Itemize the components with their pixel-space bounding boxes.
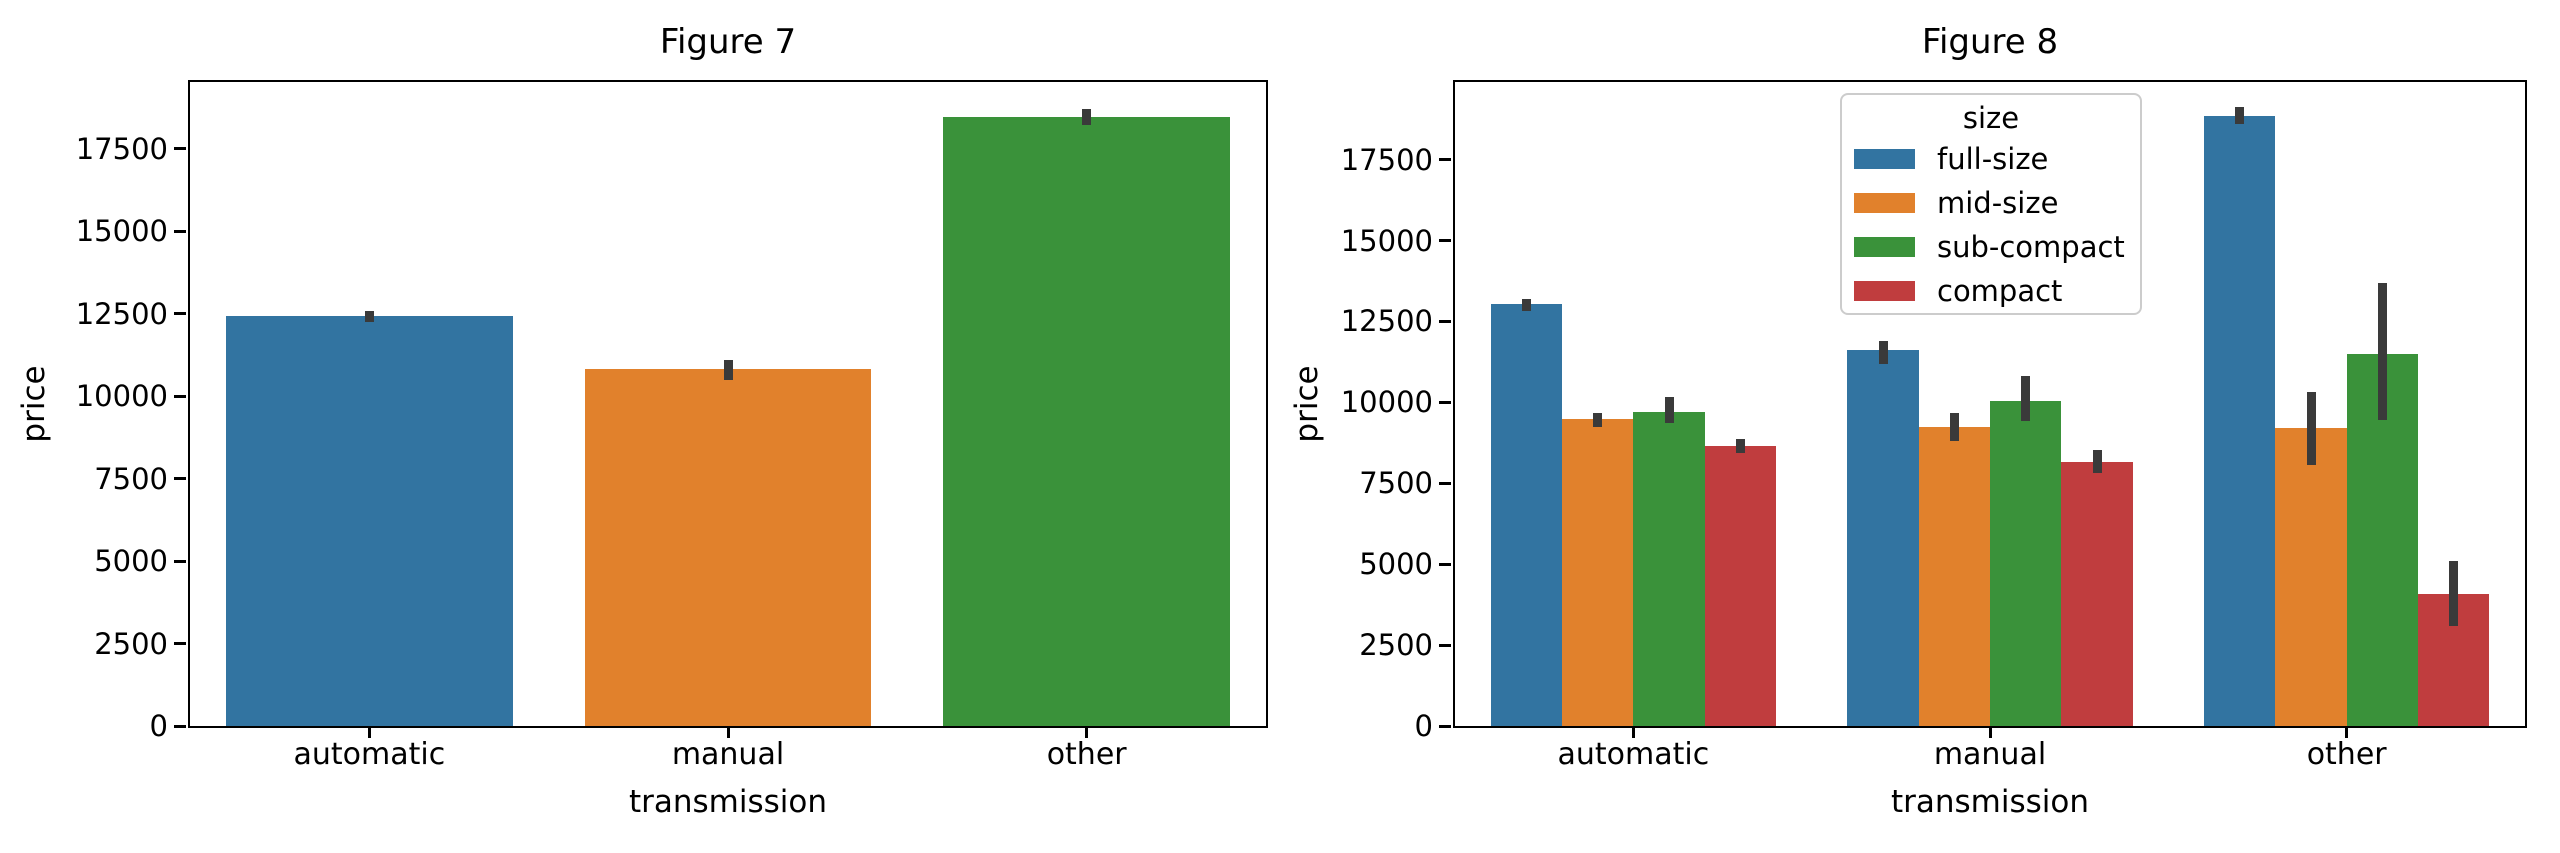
error-bar-other-mid-size <box>2306 392 2316 465</box>
figure7-title: Figure 7 <box>659 22 797 62</box>
size-legend: size full-size mid-size sub-compact comp… <box>1840 93 2142 315</box>
compact-swatch-icon <box>1854 281 1915 301</box>
y-tick-mark <box>174 394 186 398</box>
error-bar-automatic-compact <box>1735 438 1745 453</box>
bar-manual <box>584 369 872 726</box>
legend-label-sub-compact: sub-compact <box>1937 230 2125 264</box>
y-tick-label: 10000 <box>1340 385 1433 420</box>
x-tick-label: other <box>2306 737 2387 772</box>
error-bar-other-full-size <box>2235 107 2245 125</box>
error-bar-other-compact <box>2449 560 2459 626</box>
bar-automatic-sub-compact <box>1633 412 1705 726</box>
bar-automatic-compact <box>1704 445 1776 726</box>
bar-manual-sub-compact <box>1990 401 2062 726</box>
x-tick-label: other <box>1046 737 1127 772</box>
error-bar-other-sub-compact <box>2377 282 2387 420</box>
y-tick-mark <box>1439 319 1451 323</box>
x-tick-mark <box>1631 726 1635 738</box>
error-bar-manual <box>723 360 733 381</box>
y-tick-label: 17500 <box>75 131 168 166</box>
full-size-swatch-icon <box>1854 149 1915 169</box>
y-tick-label: 5000 <box>1359 547 1433 582</box>
y-tick-label: 12500 <box>75 296 168 331</box>
y-tick-label: 0 <box>149 709 168 743</box>
y-tick-mark <box>1439 724 1451 728</box>
figure8-title: Figure 8 <box>1921 22 2059 62</box>
legend-item-full-size: full-size <box>1842 137 2140 181</box>
y-tick-mark <box>174 724 186 728</box>
error-bar-automatic-sub-compact <box>1664 397 1674 424</box>
sub-compact-swatch-icon <box>1854 237 1915 257</box>
y-tick-mark <box>174 642 186 646</box>
bar-other-mid-size <box>2275 427 2347 726</box>
x-tick-label: manual <box>1933 737 2047 772</box>
figure7-x-axis-label: transmission <box>628 784 828 820</box>
y-tick-label: 10000 <box>75 379 168 414</box>
error-bar-manual-sub-compact <box>2021 376 2031 422</box>
x-tick-mark <box>367 726 371 738</box>
y-tick-mark <box>1439 158 1451 162</box>
y-tick-label: 0 <box>1414 709 1433 743</box>
error-bar-automatic-mid-size <box>1593 413 1603 427</box>
y-tick-label: 7500 <box>94 461 168 496</box>
legend-item-mid-size: mid-size <box>1842 181 2140 225</box>
error-bar-other <box>1082 109 1092 125</box>
figure7-plot-area: 0 2500 5000 7500 10000 12500 15000 17500 automat… <box>76 80 1268 772</box>
x-tick-label: automatic <box>1557 737 1710 772</box>
x-tick-mark <box>1988 726 1992 738</box>
mid-size-swatch-icon <box>1854 193 1915 213</box>
error-bar-automatic-full-size <box>1521 299 1531 311</box>
error-bar-manual-compact <box>2092 449 2102 473</box>
bar-automatic-mid-size <box>1562 419 1634 726</box>
y-tick-mark <box>174 312 186 316</box>
y-tick-mark <box>174 559 186 563</box>
x-tick-mark <box>2345 726 2349 738</box>
legend-title: size <box>1962 101 2020 135</box>
y-tick-mark <box>174 229 186 233</box>
y-tick-label: 5000 <box>94 544 168 579</box>
y-tick-mark <box>1439 239 1451 243</box>
legend-item-sub-compact: sub-compact <box>1842 225 2140 269</box>
x-tick-mark <box>726 726 730 738</box>
error-bar-manual-mid-size <box>1949 413 1959 441</box>
figure8-x-axis-label: transmission <box>1890 784 2090 820</box>
legend-label-mid-size: mid-size <box>1937 186 2059 220</box>
y-tick-label: 17500 <box>1340 142 1433 177</box>
bar-other-full-size <box>2204 115 2276 726</box>
error-bar-manual-full-size <box>1878 340 1888 364</box>
y-tick-label: 12500 <box>1340 304 1433 339</box>
x-tick-label: automatic <box>293 737 446 772</box>
bar-automatic-full-size <box>1490 304 1562 726</box>
legend-label-compact: compact <box>1937 274 2063 308</box>
y-tick-label: 2500 <box>1359 628 1433 663</box>
y-tick-mark <box>1439 643 1451 647</box>
y-tick-mark <box>1439 562 1451 566</box>
y-tick-label: 2500 <box>94 626 168 661</box>
x-tick-label: manual <box>671 737 785 772</box>
y-tick-mark <box>1439 400 1451 404</box>
y-tick-label: 15000 <box>1340 223 1433 258</box>
bar-manual-mid-size <box>1918 426 1990 726</box>
bar-other <box>943 116 1231 726</box>
y-tick-mark <box>174 477 186 481</box>
y-tick-label: 15000 <box>75 214 168 249</box>
bar-manual-compact <box>2061 461 2133 726</box>
legend-item-compact: compact <box>1842 269 2140 313</box>
legend-label-full-size: full-size <box>1937 142 2049 176</box>
error-bar-automatic <box>364 310 374 322</box>
bar-automatic <box>225 316 513 726</box>
y-tick-label: 7500 <box>1359 466 1433 501</box>
y-tick-mark <box>1439 481 1451 485</box>
x-tick-mark <box>1085 726 1089 738</box>
bar-manual-full-size <box>1847 349 1919 726</box>
y-tick-mark <box>174 147 186 151</box>
